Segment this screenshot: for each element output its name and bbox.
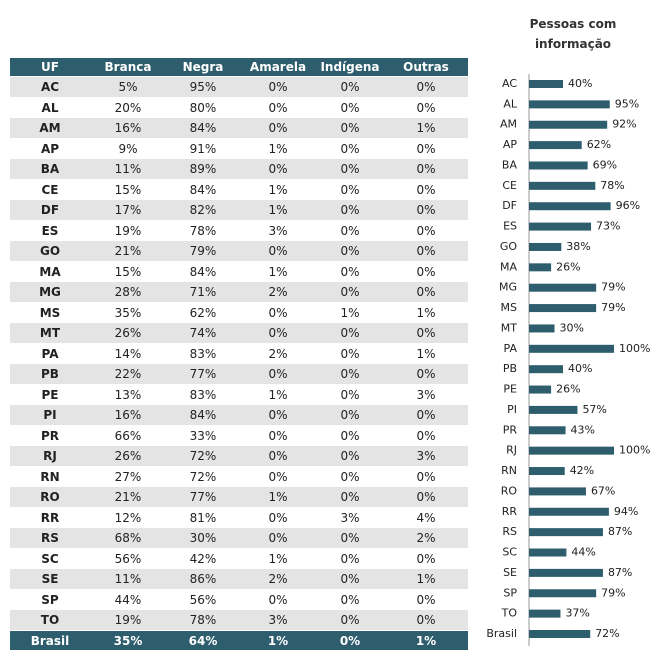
value-label: 26% (556, 260, 580, 273)
value-label: 100% (619, 342, 650, 355)
bar (529, 202, 611, 210)
y-tick-label: CE (502, 179, 517, 192)
value-label: 38% (566, 240, 590, 253)
bar (529, 345, 614, 353)
value-label: 44% (571, 546, 595, 559)
y-tick-label: AL (503, 97, 518, 110)
y-tick-label: DF (502, 199, 517, 212)
bar (529, 569, 603, 577)
y-tick-label: RO (501, 484, 518, 497)
y-tick-label: TO (501, 607, 518, 620)
bar (529, 284, 596, 292)
y-tick-label: PI (507, 403, 517, 416)
bar (529, 80, 563, 88)
value-label: 100% (619, 444, 650, 457)
value-label: 78% (600, 179, 624, 192)
y-tick-label: AM (500, 118, 517, 131)
y-tick-label: AC (502, 77, 517, 90)
bar (529, 406, 577, 414)
bar (529, 141, 582, 149)
bar (529, 467, 565, 475)
bar (529, 426, 566, 434)
y-tick-label: GO (500, 240, 518, 253)
value-label: 40% (568, 362, 592, 375)
y-tick-label: AP (503, 138, 518, 151)
bar (529, 324, 555, 332)
bar (529, 528, 603, 536)
bar (529, 161, 588, 169)
bar (529, 610, 560, 618)
value-label: 94% (614, 505, 638, 518)
bar (529, 121, 607, 129)
value-label: 79% (601, 301, 625, 314)
value-label: 26% (556, 383, 580, 396)
bar (529, 100, 610, 108)
value-label: 87% (608, 525, 632, 538)
bar (529, 263, 551, 271)
bar (529, 630, 590, 638)
bar (529, 549, 566, 557)
bar (529, 182, 595, 190)
y-tick-label: RJ (506, 444, 517, 457)
value-label: 43% (571, 423, 595, 436)
value-label: 42% (570, 464, 594, 477)
value-label: 57% (582, 403, 606, 416)
y-tick-label: ES (503, 220, 517, 233)
y-tick-label: RS (502, 525, 517, 538)
value-label: 30% (560, 321, 584, 334)
value-label: 73% (596, 220, 620, 233)
y-tick-label: SE (503, 566, 517, 579)
value-label: 40% (568, 77, 592, 90)
value-label: 37% (565, 607, 589, 620)
y-tick-label: PE (503, 383, 517, 396)
bar (529, 508, 609, 516)
value-label: 79% (601, 281, 625, 294)
y-tick-label: MS (501, 301, 517, 314)
value-label: 72% (595, 627, 619, 640)
bar (529, 223, 591, 231)
bar (529, 447, 614, 455)
y-tick-label: MT (501, 321, 517, 334)
y-tick-label: Brasil (486, 627, 517, 640)
y-tick-label: MG (499, 281, 517, 294)
value-label: 95% (615, 97, 639, 110)
y-tick-label: BA (502, 158, 518, 171)
value-label: 96% (616, 199, 640, 212)
y-tick-label: PR (503, 423, 518, 436)
bar (529, 589, 596, 597)
value-label: 62% (587, 138, 611, 151)
y-tick-label: RN (501, 464, 517, 477)
bar (529, 487, 586, 495)
bar (529, 386, 551, 394)
bar (529, 365, 563, 373)
value-label: 79% (601, 586, 625, 599)
y-tick-label: PB (503, 362, 517, 375)
value-label: 87% (608, 566, 632, 579)
bar (529, 304, 596, 312)
y-tick-label: SC (502, 546, 517, 559)
value-label: 69% (593, 158, 617, 171)
y-tick-label: SP (503, 586, 517, 599)
y-tick-label: RR (502, 505, 518, 518)
bar (529, 243, 561, 251)
y-tick-label: PA (504, 342, 518, 355)
value-label: 67% (591, 484, 615, 497)
value-label: 92% (612, 118, 636, 131)
y-tick-label: MA (500, 260, 517, 273)
